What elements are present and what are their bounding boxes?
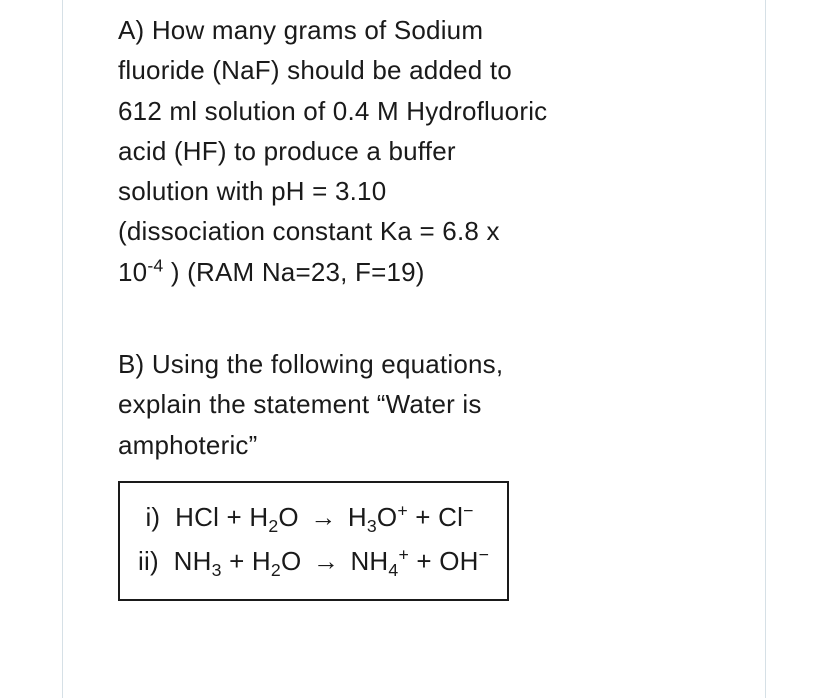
part-b-line1: B) Using the following equations, — [118, 344, 710, 384]
part-a-line1: A) How many grams of Sodium — [118, 10, 710, 50]
ten-exponent: -4 — [147, 255, 163, 275]
part-b-line2: explain the statement “Water is — [118, 384, 710, 424]
plus-icon: + — [227, 502, 242, 532]
eq1-rhs-a-sub: 3 — [367, 516, 377, 536]
eq2-rhs-b-base: OH — [439, 546, 478, 576]
plus-icon: + — [415, 502, 430, 532]
eq1-rhs-a-mid: O — [377, 502, 397, 532]
eq1-lhs-a: HCl — [175, 502, 219, 532]
document-content: A) How many grams of Sodium fluoride (Na… — [118, 10, 710, 601]
eq2-rhs-a-base: NH — [350, 546, 388, 576]
part-a-line5: solution with pH = 3.10 — [118, 171, 710, 211]
eq2-rhs-a-sup: + — [398, 545, 409, 565]
part-b-block: B) Using the following equations, explai… — [118, 344, 710, 601]
eq2-lhs-b-tail: O — [281, 546, 301, 576]
eq1-rhs-b-sup: − — [463, 500, 474, 520]
eq2-lhs-a-base: NH — [174, 546, 212, 576]
eq2-lhs-b-sub: 2 — [271, 560, 281, 580]
equation-2: ii) NH3 + H2O → NH4+ + OH− — [138, 539, 489, 583]
eq2-lhs-b-base: H — [252, 546, 271, 576]
eq1-lhs-b-base: H — [249, 502, 268, 532]
arrow-icon: → — [309, 539, 343, 583]
part-a-line6: (dissociation constant Ka = 6.8 x — [118, 211, 710, 251]
eq1-rhs-b-base: Cl — [438, 502, 463, 532]
eq2-lhs-a-sub: 3 — [212, 560, 222, 580]
equations-box: i) HCl + H2O → H3O+ + Cl− ii) NH3 + H2O … — [118, 481, 509, 601]
eq1-lhs-b-sub: 2 — [268, 516, 278, 536]
plus-icon: + — [229, 546, 244, 576]
part-a-line4: acid (HF) to produce a buffer — [118, 131, 710, 171]
part-a-line3: 612 ml solution of 0.4 M Hydrofluoric — [118, 91, 710, 131]
part-a-line7: 10-4 ) (RAM Na=23, F=19) — [118, 252, 710, 292]
part-b-line3: amphoteric” — [118, 425, 710, 465]
part-a-line2: fluoride (NaF) should be added to — [118, 50, 710, 90]
eq1-lhs-b-tail: O — [278, 502, 298, 532]
right-rule — [765, 0, 766, 698]
line7-tail: ) (RAM Na=23, F=19) — [163, 257, 424, 287]
eq2-rhs-b-sup: − — [479, 545, 490, 565]
eq2-rhs-a-sub: 4 — [388, 560, 398, 580]
arrow-icon: → — [306, 495, 340, 539]
eq1-rhs-a-sup: + — [397, 500, 408, 520]
eq2-label: ii) — [138, 546, 159, 576]
equation-1: i) HCl + H2O → H3O+ + Cl− — [138, 495, 489, 539]
part-a-block: A) How many grams of Sodium fluoride (Na… — [118, 10, 710, 292]
ten-base: 10 — [118, 257, 147, 287]
eq1-label: i) — [145, 502, 160, 532]
eq1-rhs-a-base: H — [348, 502, 367, 532]
left-rule — [62, 0, 63, 698]
plus-icon: + — [416, 546, 431, 576]
